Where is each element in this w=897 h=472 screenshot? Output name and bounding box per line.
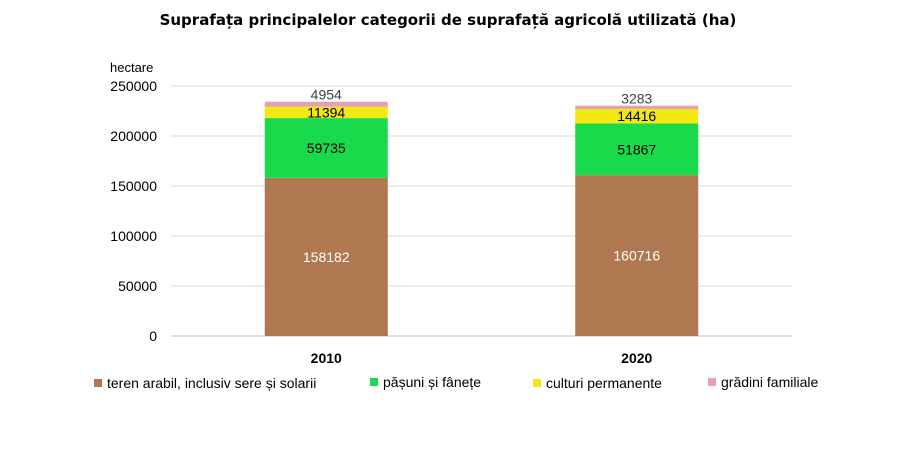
bar-segment — [264, 118, 388, 178]
data-label: 14416 — [617, 108, 656, 124]
legend: teren arabil, inclusiv sere și solarii pă… — [94, 374, 818, 391]
data-label: 11394 — [307, 104, 345, 120]
chart-title: Suprafața principalelor categorii de sup… — [160, 11, 737, 29]
bar-segment — [575, 109, 699, 124]
bar-segment — [264, 101, 388, 107]
bar-segment — [264, 177, 388, 336]
legend-swatch — [708, 378, 716, 386]
bar-segment — [575, 123, 699, 176]
bar-segment — [264, 106, 388, 119]
y-axis-unit-label: hectare — [110, 60, 153, 75]
data-label: 158182 — [303, 249, 350, 265]
data-label: 59735 — [307, 140, 346, 156]
data-label: 51867 — [617, 141, 656, 157]
x-axis-labels: 2010 2020 — [311, 350, 653, 366]
gridlines — [171, 85, 792, 337]
y-tick-label: 250000 — [110, 78, 157, 94]
legend-swatch — [94, 379, 102, 387]
y-tick-label: 100000 — [110, 228, 157, 244]
data-label: 3283 — [621, 91, 652, 107]
legend-swatch — [533, 379, 541, 387]
y-axis-ticks: 0 50000 100000 150000 200000 250000 — [110, 78, 157, 344]
y-tick-label: 50000 — [118, 278, 157, 294]
x-category-label: 2020 — [621, 350, 652, 366]
legend-label: culturi permanente — [546, 375, 662, 391]
legend-label: teren arabil, inclusiv sere și solarii — [107, 375, 316, 391]
data-label: 160716 — [613, 248, 660, 264]
bar-segment — [575, 175, 699, 336]
data-label: 4954 — [311, 87, 342, 103]
legend-label: pășuni și fânețe — [383, 374, 481, 390]
y-tick-label: 150000 — [110, 178, 157, 194]
y-tick-label: 0 — [149, 328, 157, 344]
x-category-label: 2010 — [311, 350, 342, 366]
bar-segment — [575, 105, 699, 110]
y-tick-label: 200000 — [110, 128, 157, 144]
legend-label: grădini familiale — [721, 374, 818, 390]
legend-swatch — [370, 378, 378, 386]
